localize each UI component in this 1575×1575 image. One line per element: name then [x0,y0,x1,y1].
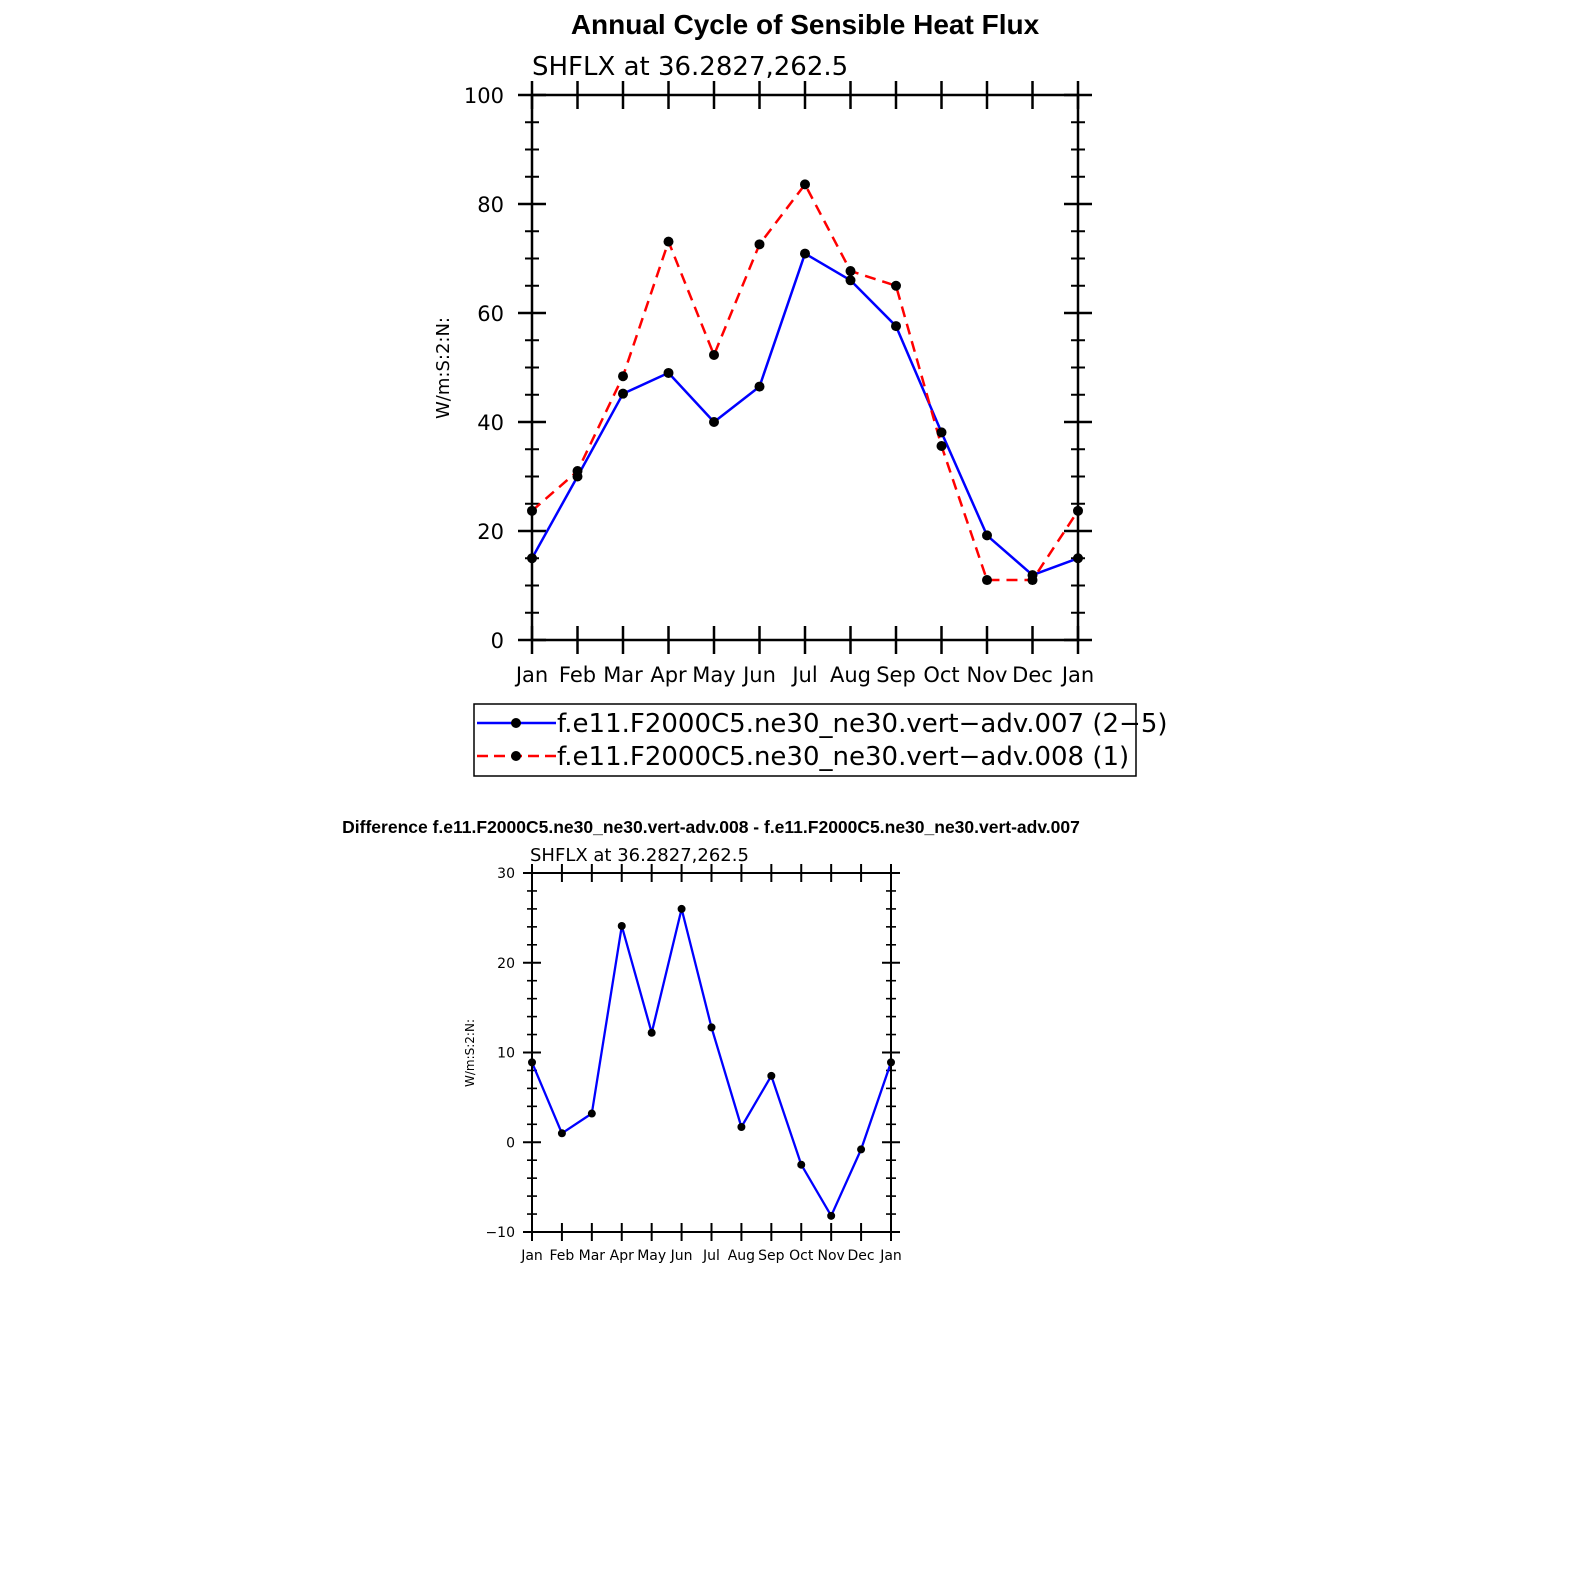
x-tick-label: May [637,1248,666,1264]
annual-cycle-chart: SHFLX at 36.2827,262.5 W/m:S:2:N: 0 20 40 6… [433,52,1094,687]
y-tick-label: −10 [485,1225,515,1241]
x-tick-label: Oct [789,1248,814,1264]
series-1-point [707,1023,716,1032]
series-2-point [1027,575,1038,586]
series-1-point [618,388,628,399]
series-1-point [617,921,626,930]
legend-item-series1: f.e11.F2000C5.ne30_ne30.vert−adv.007 (2−… [477,709,1168,739]
x-tick-label: Feb [559,663,596,687]
chart1-subtitle: SHFLX at 36.2827,262.5 [532,52,848,82]
series-2-point [845,266,856,277]
series-2-point [618,371,628,382]
legend-label-series2: f.e11.F2000C5.ne30_ne30.vert−adv.008 (1) [557,742,1129,772]
x-tick-label: Sep [876,663,916,687]
series-line-1 [530,907,893,1217]
x-tick-label: Nov [818,1248,845,1264]
x-tick-label: Jun [670,1248,693,1264]
series-2-point [800,179,810,190]
y-tick-label: 20 [477,520,504,544]
y-tick-label: 0 [491,629,504,653]
chart1-y-tick-labels: 0 20 40 60 80 100 [464,84,504,653]
series-2-point [709,349,719,360]
series-1-point [677,904,686,913]
x-tick-label: Oct [923,663,959,687]
series-1-point [936,427,947,438]
x-tick-label: Apr [650,663,687,687]
chart2-subtitle: SHFLX at 36.2827,262.5 [530,845,749,866]
x-tick-label: Nov [967,663,1008,687]
series-1-point [857,1145,866,1154]
series-1-point [754,381,765,392]
series-1-point [557,1129,566,1138]
figure-title: Annual Cycle of Sensible Heat Flux [571,9,1040,40]
chart2-y-tick-labels: −10 0 10 20 30 [485,866,515,1241]
chart1-legend: f.e11.F2000C5.ne30_ne30.vert−adv.007 (2−… [473,703,1168,777]
series-1-point [587,1109,596,1118]
chart1-x-tick-labels: Jan Feb Mar Apr May Jun Jul Aug Sep Oct Nov Dec Jan [514,663,1094,687]
series-2-point [982,575,992,586]
series-2-point [891,280,901,291]
series-1-point [982,530,992,541]
x-tick-label: Jan [1060,663,1094,687]
series-1-point [800,248,810,259]
chart1-plot-frame [530,93,1080,642]
series-1-point [737,1122,746,1131]
chart1-y-axis-label: W/m:S:2:N: [433,317,454,419]
y-tick-label: 60 [477,302,504,326]
x-tick-label: Aug [728,1248,755,1264]
y-tick-label: 30 [497,866,515,882]
series-1-point [797,1160,806,1169]
series-1-point [709,417,719,427]
legend-box [473,703,1137,777]
chart2-ticks [523,864,900,1241]
series-2-point [663,236,674,247]
chart1-series [527,179,1083,586]
y-tick-label: 20 [497,956,515,972]
series-1-point [647,1028,656,1037]
x-tick-label: Jan [879,1248,902,1264]
x-tick-label: Aug [830,663,871,687]
x-tick-label: Jan [520,1248,543,1264]
chart2-y-axis-label: W/m:S:2:N: [463,1019,477,1087]
x-tick-label: Dec [1012,663,1053,687]
x-tick-label: Jan [514,663,548,687]
legend-marker-series1 [511,718,521,728]
x-tick-label: Jun [741,663,776,687]
x-tick-label: Jul [790,663,817,687]
series-1-point [767,1071,776,1080]
series-1-point [891,321,901,332]
chart2-x-tick-labels: Jan Feb Mar Apr May Jun Jul Aug Sep Oct Nov Dec Jan [520,1248,902,1264]
series-1-point [845,275,856,286]
series-1-point [827,1211,836,1220]
chart2-series [528,904,895,1220]
y-tick-label: 0 [506,1135,515,1151]
x-tick-label: May [692,663,735,687]
legend-item-series2: f.e11.F2000C5.ne30_ne30.vert−adv.008 (1) [477,742,1129,772]
series-2-point [936,440,947,451]
chart2-plot-frame [531,872,892,1233]
chart1-ticks [518,81,1092,654]
difference-chart: SHFLX at 36.2827,262.5 W/m:S:2:N: −10 0 10… [463,845,902,1264]
difference-title: Difference f.e11.F2000C5.ne30_ne30.vert-… [342,817,1080,837]
series-line-2 [531,183,1080,582]
y-tick-label: 80 [477,193,504,217]
series-2-point [572,466,583,477]
y-tick-label: 10 [497,1046,515,1062]
series-1-point [663,367,674,378]
series-line-1 [530,252,1079,577]
legend-label-series1: f.e11.F2000C5.ne30_ne30.vert−adv.007 (2−… [557,709,1168,739]
legend-marker-series2 [511,751,521,761]
x-tick-label: Apr [610,1248,634,1264]
x-tick-label: Mar [579,1248,606,1264]
x-tick-label: Dec [848,1248,875,1264]
x-tick-label: Jul [702,1248,720,1264]
y-tick-label: 100 [464,84,504,108]
y-tick-label: 40 [477,411,504,435]
x-tick-label: Sep [758,1248,785,1264]
x-tick-label: Mar [603,663,643,687]
x-tick-label: Feb [550,1248,575,1264]
series-2-point [754,239,765,250]
